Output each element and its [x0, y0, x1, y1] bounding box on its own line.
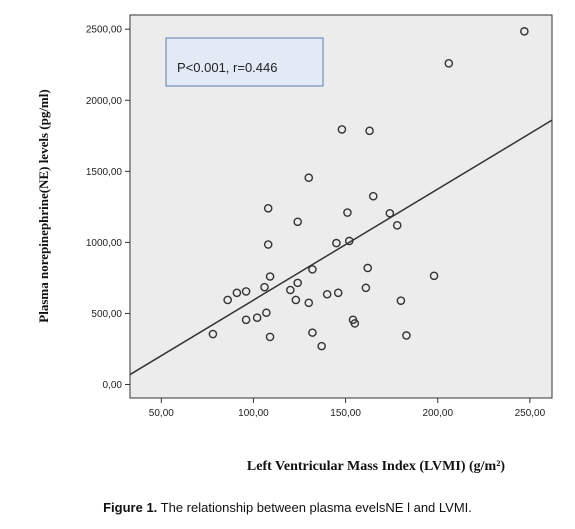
x-tick-label: 200,00 — [422, 408, 453, 419]
x-tick-label: 150,00 — [330, 408, 361, 419]
y-axis-title: Plasma norepinephrine(NE) levels (pg/ml) — [36, 89, 51, 322]
x-tick-label: 100,00 — [238, 408, 269, 419]
annotation-box: P<0.001, r=0.446 — [165, 37, 324, 87]
y-tick-label: 2000,00 — [86, 96, 123, 107]
caption-text: The relationship between plasma evelsNE … — [157, 500, 472, 515]
y-tick-label: 0,00 — [103, 380, 123, 391]
data-point — [429, 271, 439, 281]
data-point — [332, 238, 341, 248]
data-point — [392, 221, 402, 230]
y-tick-label: 2500,00 — [86, 25, 123, 36]
y-tick-label: 1000,00 — [86, 238, 123, 249]
data-point — [260, 282, 269, 292]
x-tick-label: 250,00 — [515, 408, 546, 419]
data-point — [322, 289, 332, 299]
data-point — [208, 329, 218, 339]
data-point — [223, 295, 232, 305]
data-point — [265, 332, 275, 342]
data-point — [402, 331, 411, 340]
y-tick-label: 500,00 — [91, 309, 122, 320]
data-point — [241, 315, 251, 325]
regression-line — [129, 119, 553, 376]
data-point — [385, 208, 395, 218]
points-layer — [208, 27, 529, 351]
data-point — [232, 288, 242, 298]
data-point — [308, 328, 317, 337]
x-axis-title: Left Ventricular Mass Index (LVMI) (g/m²… — [247, 459, 505, 474]
data-point — [337, 125, 347, 134]
figure-caption: Figure 1. The relationship between plasm… — [0, 500, 575, 515]
data-point — [444, 59, 454, 68]
data-point — [368, 191, 378, 201]
data-point — [263, 240, 273, 249]
data-point — [308, 265, 317, 274]
data-point — [293, 278, 302, 288]
data-point — [396, 296, 406, 305]
y-tick-label: 1500,00 — [86, 167, 123, 178]
data-point — [263, 203, 273, 213]
data-point — [350, 319, 360, 328]
data-point — [317, 341, 326, 351]
data-point — [520, 27, 529, 36]
data-point — [286, 285, 295, 295]
data-point — [293, 217, 302, 227]
y-axis: 0,00 500,00 1000,00 1500,00 2000,00 2500,00 — [86, 25, 130, 391]
data-point — [241, 287, 251, 296]
data-point — [365, 126, 374, 136]
x-tick-label: 50,00 — [149, 408, 174, 419]
data-point — [304, 298, 314, 308]
caption-label: Figure 1. — [103, 500, 158, 515]
data-point — [333, 288, 343, 298]
data-point — [363, 263, 373, 273]
data-point — [262, 308, 271, 318]
data-point — [252, 313, 262, 323]
data-point — [265, 272, 275, 281]
x-axis: 50,00 100,00 150,00 200,00 250,00 — [149, 398, 546, 419]
data-point — [291, 295, 301, 305]
data-point — [361, 283, 371, 293]
annotation-text: P<0.001, r=0.446 — [177, 60, 277, 75]
data-point — [304, 173, 314, 183]
data-point — [344, 236, 354, 246]
data-point — [343, 208, 352, 217]
fit-line-layer — [129, 119, 553, 376]
